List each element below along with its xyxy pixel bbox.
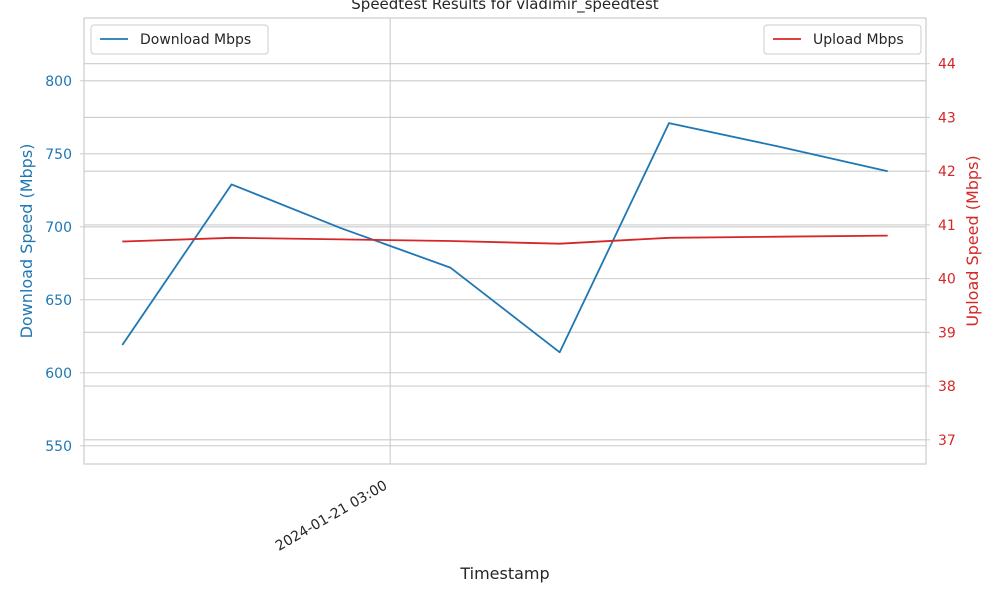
left-axis-label: Download Speed (Mbps) — [17, 144, 36, 339]
download-series-line — [121, 122, 888, 354]
legend-download-box — [90, 24, 269, 55]
right-tick-label: 44 — [938, 57, 956, 73]
legend-download-label: Download Mbps — [140, 32, 251, 48]
series-layer — [121, 122, 888, 354]
right-tick-label: 38 — [938, 379, 956, 395]
right-tick-label: 43 — [938, 110, 956, 126]
left-tick-label: 700 — [45, 220, 72, 236]
legend-upload: Upload Mbps — [763, 24, 922, 55]
right-tick-label: 39 — [938, 325, 956, 341]
left-gridlines — [84, 80, 926, 447]
right-axis-label: Upload Speed (Mbps) — [963, 155, 982, 326]
right-tick-label: 42 — [938, 164, 956, 180]
right-tick-label: 40 — [938, 272, 956, 288]
plot-frame — [83, 17, 927, 465]
chart-title: Speedtest Results for vladimir_speedtest — [351, 0, 659, 14]
x-axis-ticks: 2024-01-21 03:00 — [273, 478, 390, 555]
right-axis-ticks: 37 38 39 40 41 42 43 44 — [926, 57, 956, 449]
left-tick-label: 650 — [45, 293, 72, 309]
right-tick-label: 37 — [938, 433, 956, 449]
x-axis-label: Timestamp — [459, 564, 549, 583]
left-tick-label: 750 — [45, 147, 72, 163]
left-tick-label: 550 — [45, 439, 72, 455]
legend-upload-box — [763, 24, 922, 55]
left-tick-label: 800 — [45, 74, 72, 90]
left-tick-label: 600 — [45, 366, 72, 382]
legend-download: Download Mbps — [90, 24, 269, 55]
upload-series-line — [122, 234, 888, 245]
right-gridlines — [84, 63, 926, 441]
legend-upload-label: Upload Mbps — [813, 32, 904, 48]
left-axis-ticks: 550 600 650 700 750 800 — [45, 74, 84, 455]
x-tick-label: 2024-01-21 03:00 — [273, 478, 390, 555]
right-tick-label: 41 — [938, 218, 956, 234]
